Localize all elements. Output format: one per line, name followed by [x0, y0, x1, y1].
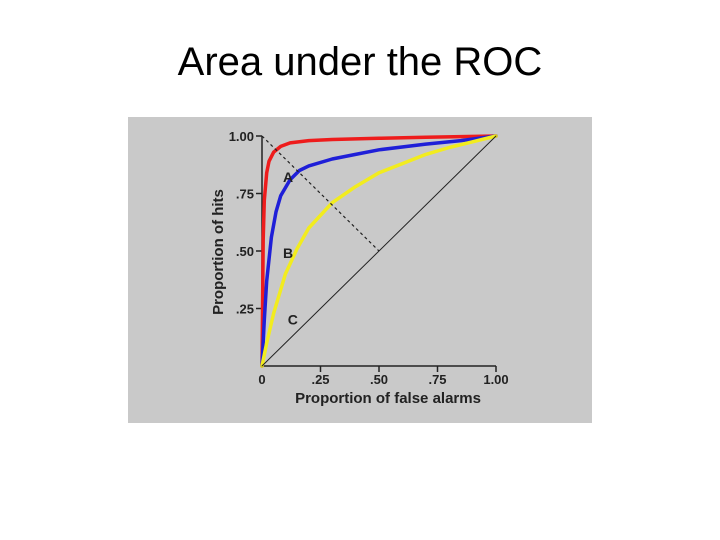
x-tick-label: .25: [311, 372, 329, 387]
axes-layer: 0 .25 .50 .75 1.00 .25 .50 .75 1.00: [229, 129, 509, 387]
y-axis-label: Proportion of hits: [210, 189, 227, 315]
labels-layer: A B C: [283, 169, 298, 328]
roc-curve-a: [260, 134, 498, 368]
slide-title: Area under the ROC: [177, 40, 543, 84]
curve-label-c: C: [288, 312, 298, 328]
x-tick-label: .75: [428, 372, 446, 387]
y-tick-label: 1.00: [229, 129, 254, 144]
roc-curve-c: [260, 134, 498, 368]
x-tick-label: 1.00: [483, 372, 508, 387]
y-tick-label: .50: [236, 244, 254, 259]
roc-curve-b: [260, 134, 498, 368]
curve-label-a: A: [283, 169, 293, 185]
curves-layer: [260, 134, 498, 368]
x-tick-label: .50: [370, 372, 388, 387]
y-tick-label: .25: [236, 302, 254, 317]
curve-label-b: B: [283, 245, 293, 261]
x-tick-label: 0: [258, 372, 265, 387]
x-axis-label: Proportion of false alarms: [295, 390, 481, 407]
y-tick-label: .75: [236, 187, 254, 202]
